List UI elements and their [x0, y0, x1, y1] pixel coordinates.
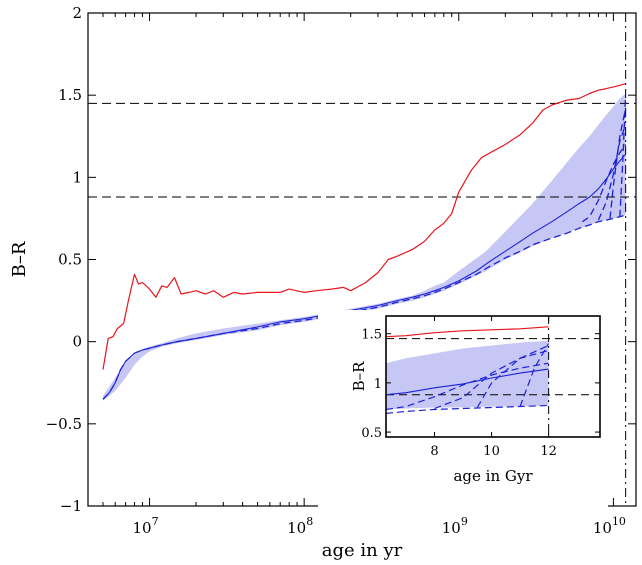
series-line-6: [619, 95, 627, 217]
x-tick-base: 10: [593, 519, 612, 537]
x-tick-base: 10: [442, 519, 461, 537]
series-line-2: [102, 214, 626, 400]
x-tick-exponent: 8: [306, 515, 313, 528]
series-line-0: [102, 83, 626, 370]
inset-series-line-5: [476, 344, 549, 408]
x-axis-label: age in yr: [322, 540, 403, 561]
y-tick-label: 1: [72, 168, 82, 186]
x-tick-label: 108: [287, 515, 313, 537]
inset-x-tick-label: 10: [483, 444, 500, 459]
x-tick-base: 10: [287, 519, 306, 537]
inset-plot-area: [386, 316, 600, 437]
inset-series-line-4: [434, 349, 549, 410]
inset-series-line-6: [519, 343, 550, 407]
x-tick-base: 10: [132, 519, 151, 537]
inset-x-tick-label: 12: [540, 444, 557, 459]
series-line-5: [609, 108, 627, 219]
y-tick-label: −1: [60, 497, 82, 515]
x-tick-exponent: 7: [152, 515, 159, 528]
inset-y-axis-label: B–R: [350, 361, 368, 392]
x-tick-exponent: 9: [461, 515, 468, 528]
y-tick-label: 2: [72, 4, 82, 22]
y-axis-label: B–R: [9, 241, 30, 277]
inset-series-line-0: [386, 326, 549, 338]
confidence-band: [103, 93, 626, 401]
y-tick-label: 0: [72, 333, 82, 351]
inset-y-tick-label: 1.5: [361, 328, 382, 343]
main-plot-area: [88, 13, 636, 506]
x-tick-label: 1010: [593, 515, 626, 537]
inset-series-line-1: [386, 368, 549, 396]
y-tick-label: 1.5: [58, 86, 82, 104]
series-line-3: [582, 144, 627, 223]
inset-frame: [385, 315, 601, 438]
inset-x-tick-label: 8: [430, 444, 438, 459]
inset-y-tick-label: 1: [374, 377, 382, 392]
inset-series-line-3: [386, 362, 549, 411]
inset-background: [318, 310, 608, 510]
series-line-4: [597, 124, 627, 221]
x-tick-exponent: 10: [612, 515, 626, 528]
inset-confidence-band: [386, 340, 549, 410]
x-tick-label: 107: [132, 515, 158, 537]
x-tick-label: 109: [442, 515, 468, 537]
y-tick-label: −0.5: [46, 415, 82, 433]
inset-y-tick-label: 0.5: [361, 426, 382, 441]
y-tick-label: 0.5: [58, 251, 82, 269]
inset-plot: 8 10 12 0.5 1 1.5 age in Gyr B–R: [318, 310, 608, 510]
inset-x-axis-label: age in Gyr: [453, 467, 533, 485]
